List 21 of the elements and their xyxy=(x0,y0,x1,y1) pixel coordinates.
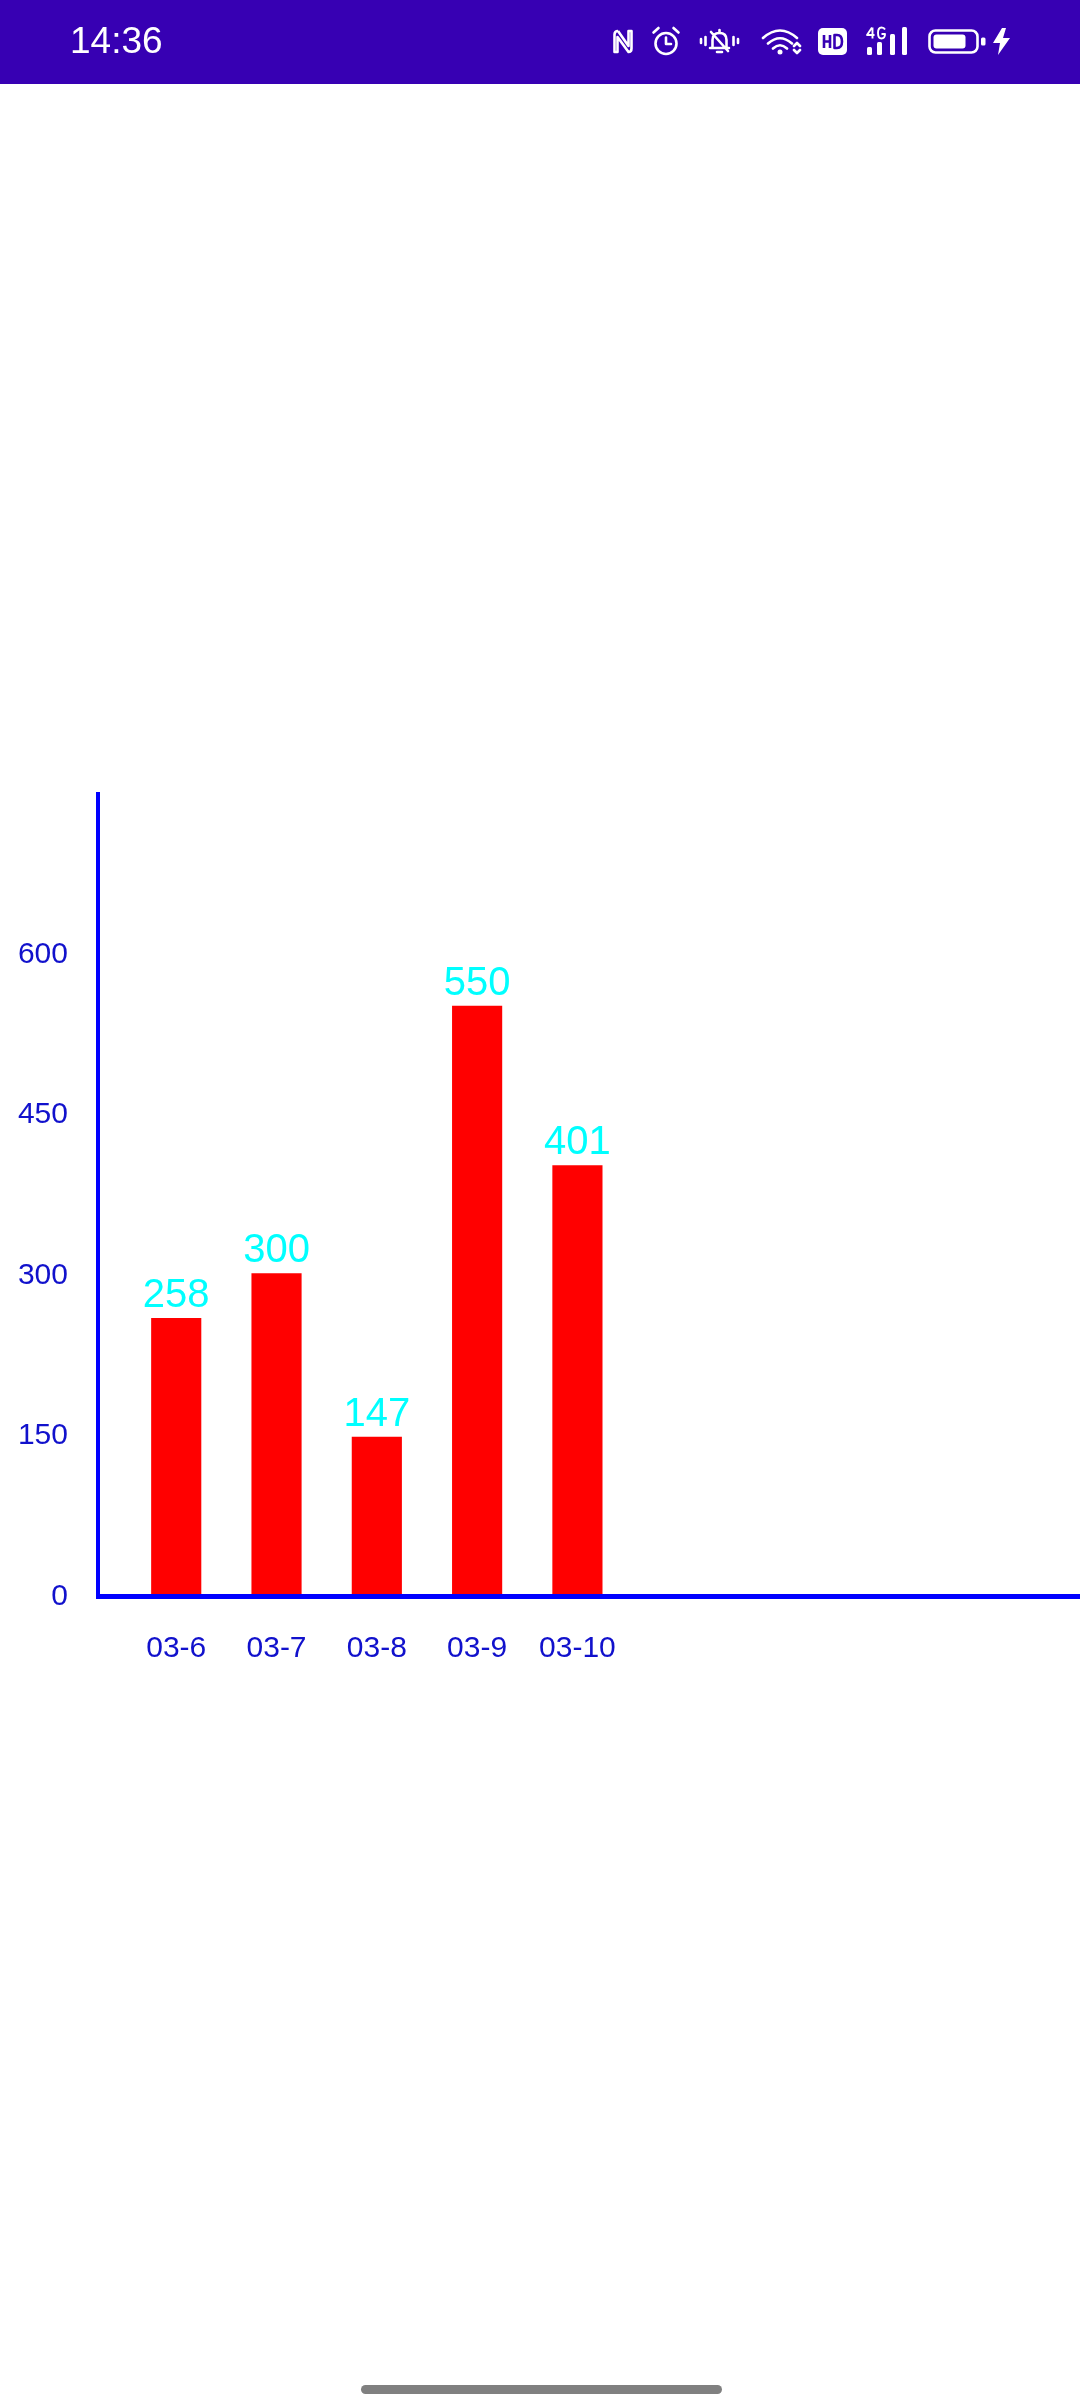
bar xyxy=(452,1005,503,1594)
bar xyxy=(251,1273,302,1594)
data-label: 147 xyxy=(343,1389,411,1434)
x-tick-label: 03-8 xyxy=(346,1630,407,1663)
y-tick-label: 0 xyxy=(51,1577,68,1611)
y-tick-label: 150 xyxy=(17,1417,68,1451)
x-tick-label: 03-9 xyxy=(447,1630,508,1663)
data-label: 550 xyxy=(443,958,511,1003)
data-label: 258 xyxy=(142,1271,210,1316)
x-tick-label: 03-6 xyxy=(146,1630,207,1663)
data-label: 300 xyxy=(243,1226,310,1271)
x-tick-label: 03-7 xyxy=(246,1630,307,1663)
text: 14:36 xyxy=(70,19,163,63)
y-tick-label: 450 xyxy=(17,1096,68,1130)
data-label: 401 xyxy=(544,1118,611,1163)
y-tick-label: 600 xyxy=(17,935,68,969)
x-tick-label: 03-10 xyxy=(539,1630,616,1663)
bar xyxy=(151,1318,202,1594)
bar xyxy=(552,1165,603,1594)
bar xyxy=(351,1436,402,1594)
y-tick-label: 300 xyxy=(17,1256,68,1290)
